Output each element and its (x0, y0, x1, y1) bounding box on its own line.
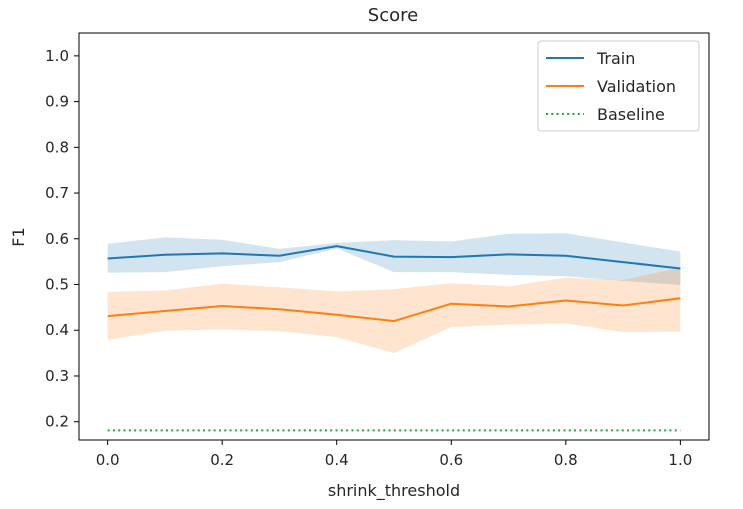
legend: Train Validation Baseline (537, 40, 700, 132)
y-axis-ticks: 0.2 0.3 0.4 0.5 0.6 0.7 0.8 0.9 1.0 (45, 47, 79, 431)
y-tick-label: 1.0 (45, 47, 69, 65)
band-train (107, 233, 681, 285)
series-line-train (107, 245, 681, 270)
x-tick-label: 0.8 (554, 451, 578, 469)
y-tick-label: 0.7 (45, 184, 69, 202)
y-tick-label: 0.9 (45, 93, 69, 111)
y-tick-label: 0.8 (45, 138, 69, 156)
y-tick-label: 0.5 (45, 276, 69, 294)
x-axis-ticks: 0.0 0.2 0.4 0.6 0.8 1.0 (96, 440, 692, 469)
y-tick-label: 0.2 (45, 413, 69, 431)
x-tick-label: 1.0 (668, 451, 692, 469)
legend-label-train: Train (596, 49, 635, 68)
series-lines (107, 245, 681, 432)
x-tick-label: 0.4 (325, 451, 349, 469)
y-axis-label: F1 (9, 227, 28, 246)
series-line-validation (107, 297, 681, 323)
x-tick-label: 0.6 (439, 451, 463, 469)
x-axis-label: shrink_threshold (328, 481, 460, 501)
y-tick-label: 0.4 (45, 321, 69, 339)
legend-label-validation: Validation (597, 77, 676, 96)
x-tick-label: 0.0 (96, 451, 120, 469)
legend-box (537, 40, 700, 132)
plot-frame (78, 32, 710, 441)
confidence-bands (107, 233, 681, 354)
y-tick-label: 0.6 (45, 230, 69, 248)
legend-label-baseline: Baseline (597, 105, 665, 124)
band-validation (107, 267, 681, 354)
x-tick-label: 0.2 (210, 451, 234, 469)
chart-title: Score (368, 5, 418, 26)
y-tick-label: 0.3 (45, 367, 69, 385)
